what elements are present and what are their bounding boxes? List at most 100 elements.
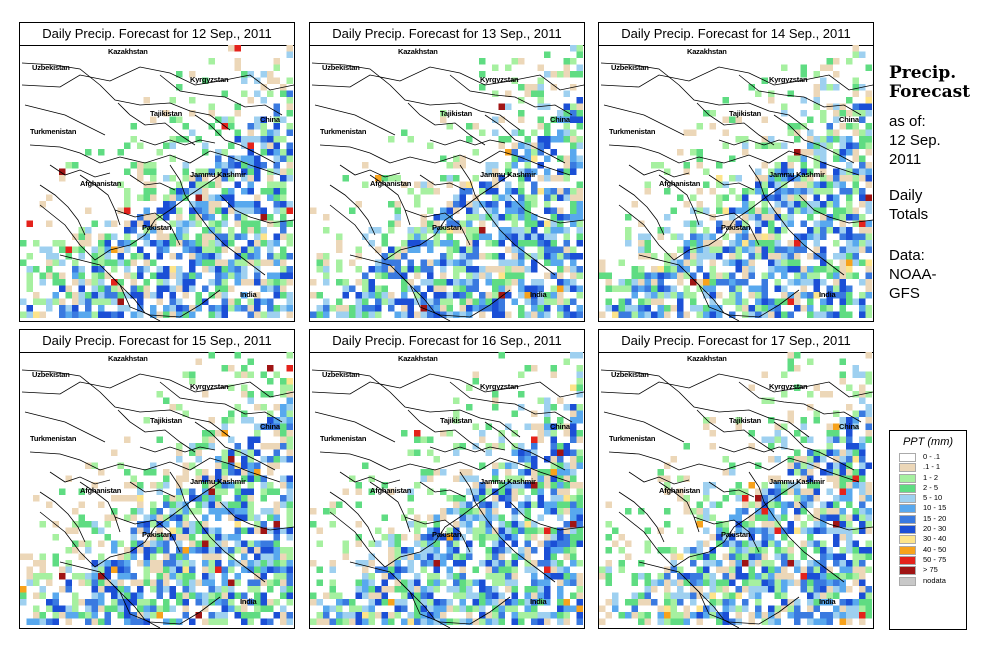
legend-swatch [899, 463, 916, 473]
map-label-turkmenistan: Turkmenistan [609, 434, 656, 443]
map-label-pakistan: Pakistan [432, 223, 462, 232]
panel-title: Daily Precip. Forecast for 12 Sep., 2011 [20, 23, 294, 46]
country-borders [311, 369, 584, 628]
map-label-afghanistan: Afghanistan [370, 486, 412, 495]
panel-title: Daily Precip. Forecast for 15 Sep., 2011 [20, 330, 294, 353]
map-label-turkmenistan: Turkmenistan [30, 434, 77, 443]
legend-item: 10 - 15 [890, 503, 966, 514]
legend-swatch [899, 494, 916, 504]
legend-range: 20 - 30 [923, 524, 947, 534]
panel-title: Daily Precip. Forecast for 17 Sep., 2011 [599, 330, 873, 353]
legend-range: > 75 [923, 565, 938, 575]
legend-swatch [899, 453, 916, 462]
map-label-china: China [839, 115, 859, 124]
forecast-panel: Daily Precip. Forecast for 17 Sep., 2011… [598, 329, 874, 629]
map-label-kyrgyzstan: Kyrgyzstan [190, 75, 229, 84]
map-label-turkmenistan: Turkmenistan [30, 127, 77, 136]
map-label-china: China [260, 422, 280, 431]
precip-grid [599, 352, 872, 625]
as-of-day: 12 Sep. [889, 132, 941, 149]
legend-swatch [899, 566, 916, 576]
country-borders [21, 62, 294, 321]
as-of-year: 2011 [889, 151, 922, 168]
data-source-label: Data: [889, 247, 925, 264]
map-label-kazakhstan: Kazakhstan [108, 47, 148, 56]
precip-map: Kazakhstan Uzbekistan Kyrgyzstan Tajikistan… [310, 352, 584, 628]
legend-range: 0 - .1 [923, 452, 941, 461]
map-label-turkmenistan: Turkmenistan [320, 434, 367, 443]
map-label-jammu-kashmir: Jammu Kashmir [480, 477, 536, 486]
data-source-name1: NOAA- [889, 266, 937, 283]
map-label-kyrgyzstan: Kyrgyzstan [480, 75, 519, 84]
legend-range: nodata [923, 575, 946, 585]
map-label-india: India [819, 290, 836, 299]
map-label-kazakhstan: Kazakhstan [108, 354, 148, 363]
map-label-tajikistan: Tajikistan [150, 109, 183, 118]
map-label-pakistan: Pakistan [432, 530, 462, 539]
forecast-panel: Daily Precip. Forecast for 12 Sep., 2011… [19, 22, 295, 322]
precip-map: Kazakhstan Uzbekistan Kyrgyzstan Tajikistan… [20, 45, 294, 321]
map-label-afghanistan: Afghanistan [659, 486, 701, 495]
map-label-pakistan: Pakistan [721, 223, 751, 232]
legend-item: 15 - 20 [890, 514, 966, 524]
legend-range: 5 - 10 [923, 493, 943, 503]
map-label-jammu-kashmir: Jammu Kashmir [769, 477, 825, 486]
sidebar-title-line1: Precip. [889, 63, 957, 83]
legend-swatch [899, 535, 916, 545]
map-label-uzbekistan: Uzbekistan [322, 63, 360, 72]
map-label-kyrgyzstan: Kyrgyzstan [480, 382, 519, 391]
map-label-kazakhstan: Kazakhstan [398, 354, 438, 363]
forecast-panel: Daily Precip. Forecast for 15 Sep., 2011… [19, 329, 295, 629]
legend-swatch [899, 473, 916, 483]
precip-map: Kazakhstan Uzbekistan Kyrgyzstan Tajikistan… [20, 352, 294, 628]
panel-title: Daily Precip. Forecast for 14 Sep., 2011 [599, 23, 873, 46]
as-of-label: as of: [889, 113, 926, 130]
forecast-panel: Daily Precip. Forecast for 13 Sep., 2011… [309, 22, 585, 322]
map-label-kyrgyzstan: Kyrgyzstan [769, 75, 808, 84]
map-label-turkmenistan: Turkmenistan [609, 127, 656, 136]
legend-range: 40 - 50 [923, 544, 947, 554]
legend-range: .1 - 1 [923, 462, 941, 472]
map-label-jammu-kashmir: Jammu Kashmir [769, 170, 825, 179]
legend-swatch [899, 576, 916, 586]
map-label-afghanistan: Afghanistan [80, 486, 122, 495]
map-label-pakistan: Pakistan [142, 530, 172, 539]
map-label-afghanistan: Afghanistan [659, 179, 701, 188]
country-borders [600, 62, 873, 321]
map-label-tajikistan: Tajikistan [150, 416, 183, 425]
legend-swatch [899, 483, 916, 493]
totals-line1: Daily [889, 187, 923, 204]
forecast-panel: Daily Precip. Forecast for 16 Sep., 2011… [309, 329, 585, 629]
as-of-date: as of: 12 Sep. 2011 [889, 112, 941, 169]
map-label-jammu-kashmir: Jammu Kashmir [190, 170, 246, 179]
legend-item: 2 - 5 [890, 483, 966, 493]
map-label-china: China [260, 115, 280, 124]
legend-swatch [899, 555, 916, 565]
sidebar-title-line2: Forecast [889, 82, 971, 102]
country-borders [21, 369, 294, 628]
map-label-uzbekistan: Uzbekistan [611, 63, 649, 72]
country-borders [311, 62, 584, 321]
map-label-afghanistan: Afghanistan [80, 179, 122, 188]
precip-map: Kazakhstan Uzbekistan Kyrgyzstan Tajikistan… [599, 352, 873, 628]
legend-item: 40 - 50 [890, 545, 966, 555]
sidebar-title: Precip. Forecast [889, 64, 970, 102]
legend-swatch [899, 504, 916, 514]
legend-range: 15 - 20 [923, 513, 947, 523]
map-label-tajikistan: Tajikistan [440, 416, 473, 425]
map-label-uzbekistan: Uzbekistan [611, 370, 649, 379]
data-source: Data: NOAA- GFS [889, 246, 937, 303]
map-label-china: China [550, 422, 570, 431]
precip-grid [20, 45, 293, 318]
map-label-kyrgyzstan: Kyrgyzstan [190, 382, 229, 391]
precip-grid [599, 45, 872, 318]
legend-range: 10 - 15 [923, 503, 947, 513]
panel-title: Daily Precip. Forecast for 16 Sep., 2011 [310, 330, 584, 353]
map-label-tajikistan: Tajikistan [729, 416, 762, 425]
map-label-india: India [530, 597, 547, 606]
legend-item: 30 - 40 [890, 534, 966, 545]
map-label-india: India [819, 597, 836, 606]
precip-map: Kazakhstan Uzbekistan Kyrgyzstan Tajikistan… [310, 45, 584, 321]
legend-item: > 75 [890, 565, 966, 576]
